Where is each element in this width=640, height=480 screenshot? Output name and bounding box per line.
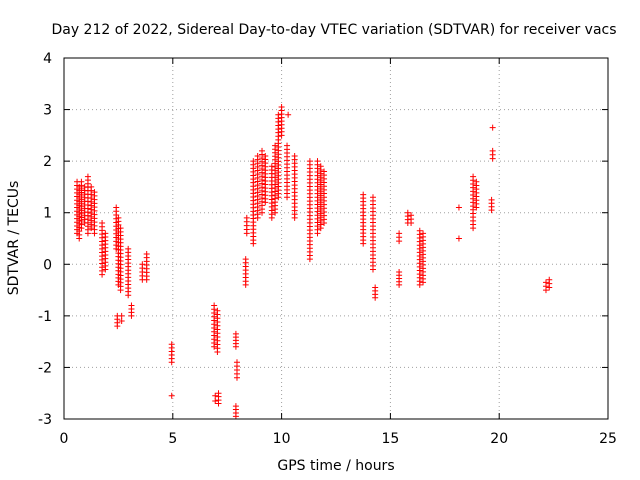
data-point: [262, 152, 269, 159]
data-point: [168, 392, 175, 399]
data-point: [285, 111, 292, 118]
data-point: [232, 330, 239, 337]
y-tick-label: 0: [43, 257, 52, 273]
data-point: [272, 142, 279, 149]
data-point: [214, 307, 221, 314]
y-tick-label: 4: [43, 51, 52, 67]
data-point: [125, 245, 132, 252]
data-point: [128, 302, 135, 309]
x-tick-label: 10: [273, 431, 291, 447]
data-point: [542, 279, 549, 286]
data-point: [306, 158, 313, 165]
data-point: [416, 227, 423, 234]
x-tick-label: 20: [490, 431, 508, 447]
y-tick-labels: -3 -2 -1 0 1 2 3 4: [38, 51, 52, 428]
data-point: [408, 212, 415, 219]
data-point: [243, 214, 250, 221]
y-axis-label: SDTVAR / TECUs: [6, 181, 22, 296]
data-point: [275, 111, 282, 118]
chart-title: Day 212 of 2022, Sidereal Day-to-day VTE…: [51, 22, 616, 38]
x-tick-label: 0: [60, 431, 69, 447]
data-point: [291, 152, 298, 159]
data-point: [250, 158, 257, 165]
data-point: [314, 158, 321, 165]
data-point: [455, 204, 462, 211]
x-tick-label: 25: [599, 431, 617, 447]
data-point: [143, 250, 150, 257]
data-point: [242, 256, 249, 263]
data-point: [420, 230, 427, 237]
data-point: [404, 209, 411, 216]
y-tick-label: 2: [43, 154, 52, 170]
data-point: [233, 359, 240, 366]
data-point: [268, 163, 275, 170]
y-tick-label: -2: [38, 360, 52, 376]
data-point: [360, 191, 367, 198]
data-point: [284, 142, 291, 149]
data-point: [102, 230, 109, 237]
data-point: [78, 178, 85, 185]
data-point: [168, 341, 175, 348]
data-point: [259, 147, 266, 154]
data-point: [321, 168, 328, 175]
data-point: [211, 302, 218, 309]
data-point: [489, 147, 496, 154]
data-point: [396, 230, 403, 237]
axis-ticks: [63, 57, 609, 420]
data-point: [488, 196, 495, 203]
data-point: [88, 183, 95, 190]
data-point: [470, 173, 477, 180]
x-tick-label: 5: [168, 431, 177, 447]
y-tick-label: 1: [43, 206, 52, 222]
data-point: [117, 225, 124, 232]
data-point: [254, 152, 261, 159]
data-point: [455, 235, 462, 242]
data-point: [473, 178, 480, 185]
data-point: [115, 214, 122, 221]
x-axis-label: GPS time / hours: [277, 458, 394, 474]
y-tick-label: 3: [43, 103, 52, 119]
data-point: [489, 124, 496, 131]
data-point: [372, 284, 379, 291]
data-point: [232, 403, 239, 410]
data-point: [84, 173, 91, 180]
x-tick-labels: 0 5 10 15 20 25: [60, 431, 617, 447]
data-point: [118, 318, 125, 325]
data-point: [99, 220, 106, 227]
data-point: [139, 261, 146, 268]
data-point: [212, 392, 219, 399]
data-point: [546, 276, 553, 283]
data-point: [278, 103, 285, 110]
y-tick-label: -3: [38, 412, 52, 428]
data-point: [91, 189, 98, 196]
grid-lines: [64, 58, 608, 419]
y-tick-label: -1: [38, 309, 52, 325]
x-tick-label: 15: [381, 431, 399, 447]
data-point: [118, 312, 125, 319]
plot-frame: [63, 57, 609, 420]
data-points: [74, 103, 553, 420]
data-point: [317, 163, 324, 170]
data-point: [215, 390, 222, 397]
data-point: [369, 194, 376, 201]
data-point: [212, 397, 219, 404]
data-point: [396, 269, 403, 276]
data-point: [113, 204, 120, 211]
